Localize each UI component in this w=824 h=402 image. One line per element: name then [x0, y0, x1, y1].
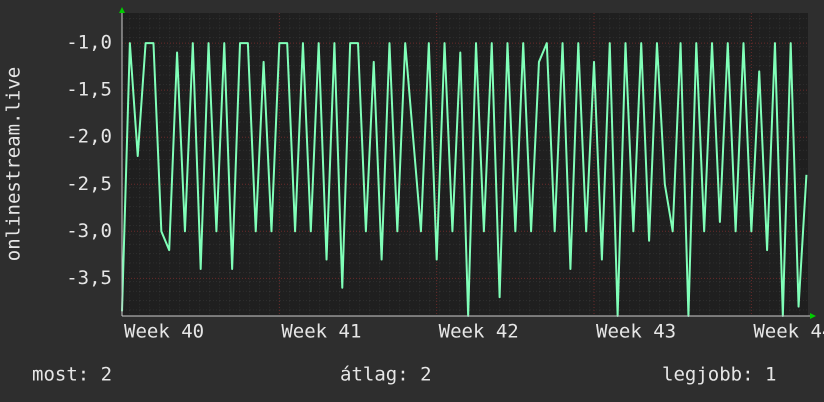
stat: átlag: 2 — [340, 364, 432, 386]
line — [121, 42, 808, 317]
y-tick-label: -1,5 — [66, 79, 112, 101]
layer: -1,0 -1,5 -2,0 -2,5 -3,0 -3,5 Week 40 Week 41 We… — [66, 13, 824, 343]
y-tick-label: -2,0 — [66, 126, 112, 148]
x-tick-label: Week 43 — [596, 321, 676, 343]
stat: most: 2 — [32, 364, 112, 386]
axis-arrow — [810, 313, 816, 319]
y-axis-label: onlinestream.live — [3, 67, 25, 261]
x-tick-label: Week 41 — [281, 321, 361, 343]
y-tick-label: -1,0 — [66, 32, 112, 54]
stat: legjobb: 1 — [662, 364, 776, 386]
y-tick-label: -3,0 — [66, 220, 112, 242]
x-tick-label: Week 42 — [439, 321, 519, 343]
axis-arrow — [119, 7, 125, 13]
y-tick-label: -3,5 — [66, 267, 112, 289]
y-tick-label: -2,5 — [66, 173, 112, 195]
x-tick-label: Week 44 — [753, 321, 824, 343]
x-tick-label: Week 40 — [124, 321, 204, 343]
